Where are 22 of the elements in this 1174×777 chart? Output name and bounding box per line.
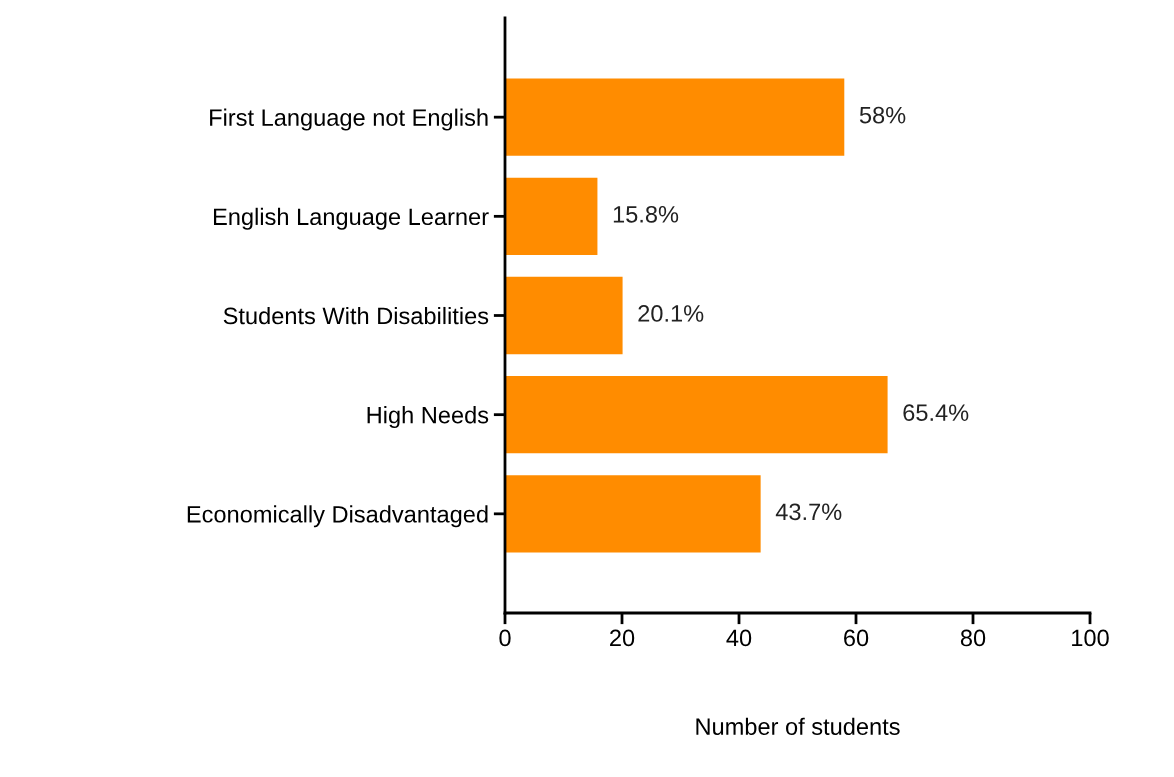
y-tick-label: Students With Disabilities bbox=[223, 306, 489, 325]
y-tick-label: English Language Learner bbox=[214, 207, 489, 230]
data-label: 58% bbox=[859, 106, 906, 124]
y-tick-label: Economically Disadvantaged bbox=[187, 505, 488, 528]
bar bbox=[505, 276, 623, 355]
y-tick-label: High Needs bbox=[367, 406, 489, 429]
data-label: 43.7% bbox=[775, 503, 842, 521]
bar bbox=[505, 78, 845, 156]
data-label: 65.4% bbox=[903, 404, 969, 421]
y-tick-label: First Language not English bbox=[210, 108, 488, 131]
bar bbox=[505, 375, 888, 454]
x-tick-label: 20 bbox=[610, 629, 635, 647]
bar bbox=[505, 475, 761, 553]
x-tick-label: 100 bbox=[1072, 629, 1109, 647]
data-label: 20.1% bbox=[638, 305, 704, 322]
x-tick-label: 0 bbox=[499, 629, 511, 647]
x-tick-label: 60 bbox=[844, 629, 869, 647]
x-axis-title: Number of students bbox=[696, 717, 900, 735]
data-label: 15.8% bbox=[613, 205, 679, 223]
bar bbox=[505, 177, 598, 256]
x-tick-label: 40 bbox=[726, 629, 752, 647]
x-tick-label: 80 bbox=[960, 629, 986, 647]
